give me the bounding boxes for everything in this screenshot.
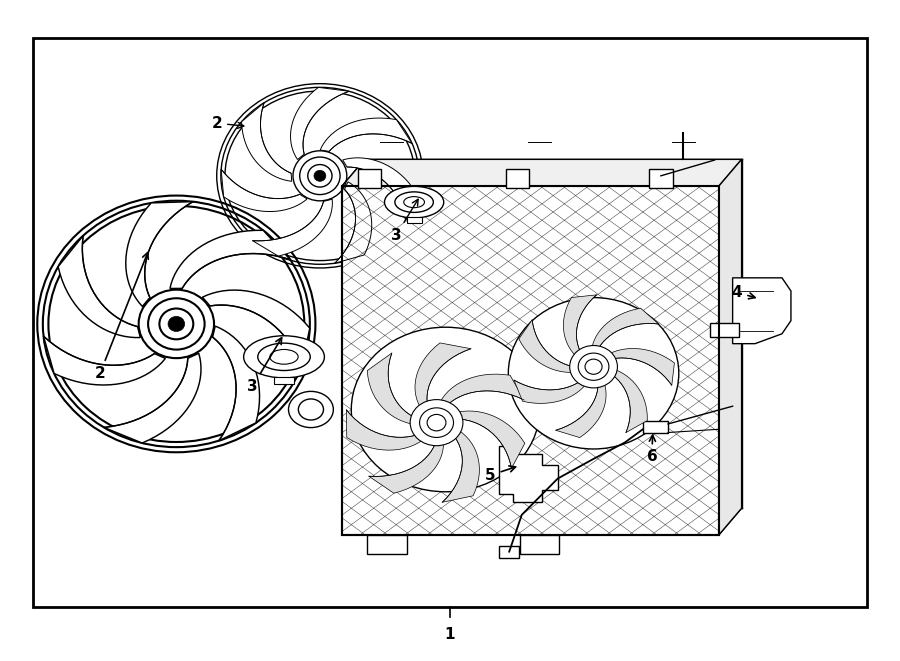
Bar bbox=[643, 420, 668, 432]
Ellipse shape bbox=[314, 171, 326, 181]
Text: 2: 2 bbox=[94, 253, 148, 381]
Polygon shape bbox=[555, 383, 606, 438]
Bar bbox=[407, 217, 421, 223]
Polygon shape bbox=[442, 430, 480, 502]
Ellipse shape bbox=[289, 391, 333, 428]
Polygon shape bbox=[342, 186, 719, 535]
Polygon shape bbox=[500, 446, 558, 502]
Bar bbox=[274, 377, 294, 384]
Polygon shape bbox=[291, 87, 349, 159]
Polygon shape bbox=[733, 278, 791, 344]
Text: 2: 2 bbox=[212, 116, 244, 131]
Polygon shape bbox=[613, 369, 647, 432]
Ellipse shape bbox=[419, 408, 454, 438]
Polygon shape bbox=[221, 169, 307, 212]
Ellipse shape bbox=[404, 196, 425, 208]
Ellipse shape bbox=[410, 400, 463, 446]
Ellipse shape bbox=[351, 327, 540, 492]
Ellipse shape bbox=[308, 165, 332, 187]
Polygon shape bbox=[170, 230, 291, 288]
Polygon shape bbox=[457, 411, 525, 469]
Polygon shape bbox=[104, 354, 201, 443]
Polygon shape bbox=[253, 199, 332, 256]
Polygon shape bbox=[320, 118, 412, 151]
Ellipse shape bbox=[570, 346, 617, 388]
Bar bbox=[710, 323, 739, 337]
Polygon shape bbox=[58, 236, 140, 338]
Bar bbox=[506, 169, 529, 188]
Polygon shape bbox=[343, 158, 417, 220]
Polygon shape bbox=[367, 535, 407, 555]
Polygon shape bbox=[369, 442, 444, 493]
Polygon shape bbox=[440, 374, 524, 405]
Text: 1: 1 bbox=[445, 627, 455, 642]
Polygon shape bbox=[43, 336, 166, 385]
Ellipse shape bbox=[299, 399, 323, 420]
Ellipse shape bbox=[395, 192, 434, 212]
Text: 6: 6 bbox=[646, 435, 657, 465]
Bar bbox=[32, 38, 868, 607]
Ellipse shape bbox=[428, 414, 446, 431]
Polygon shape bbox=[520, 535, 560, 555]
Ellipse shape bbox=[270, 350, 298, 364]
Ellipse shape bbox=[257, 343, 310, 371]
Polygon shape bbox=[342, 159, 742, 186]
Text: 5: 5 bbox=[485, 466, 516, 483]
Text: 3: 3 bbox=[391, 199, 419, 243]
Text: 4: 4 bbox=[732, 285, 755, 300]
Polygon shape bbox=[415, 343, 471, 408]
Polygon shape bbox=[212, 326, 259, 441]
Polygon shape bbox=[126, 202, 193, 307]
Ellipse shape bbox=[159, 309, 194, 339]
Ellipse shape bbox=[168, 317, 184, 331]
Polygon shape bbox=[592, 308, 659, 348]
Ellipse shape bbox=[244, 336, 324, 378]
Polygon shape bbox=[241, 102, 292, 181]
Polygon shape bbox=[514, 380, 586, 403]
Polygon shape bbox=[609, 348, 674, 385]
Text: 3: 3 bbox=[248, 338, 282, 394]
Polygon shape bbox=[335, 182, 372, 263]
Bar bbox=[357, 169, 381, 188]
Polygon shape bbox=[367, 353, 414, 424]
Polygon shape bbox=[563, 295, 597, 356]
Ellipse shape bbox=[508, 297, 679, 449]
Ellipse shape bbox=[585, 359, 602, 374]
Polygon shape bbox=[519, 320, 573, 372]
Polygon shape bbox=[346, 410, 423, 450]
Ellipse shape bbox=[578, 353, 609, 380]
Polygon shape bbox=[719, 159, 742, 535]
Bar bbox=[649, 169, 672, 188]
Polygon shape bbox=[202, 290, 310, 366]
Bar bbox=[500, 546, 519, 558]
Ellipse shape bbox=[384, 186, 444, 218]
